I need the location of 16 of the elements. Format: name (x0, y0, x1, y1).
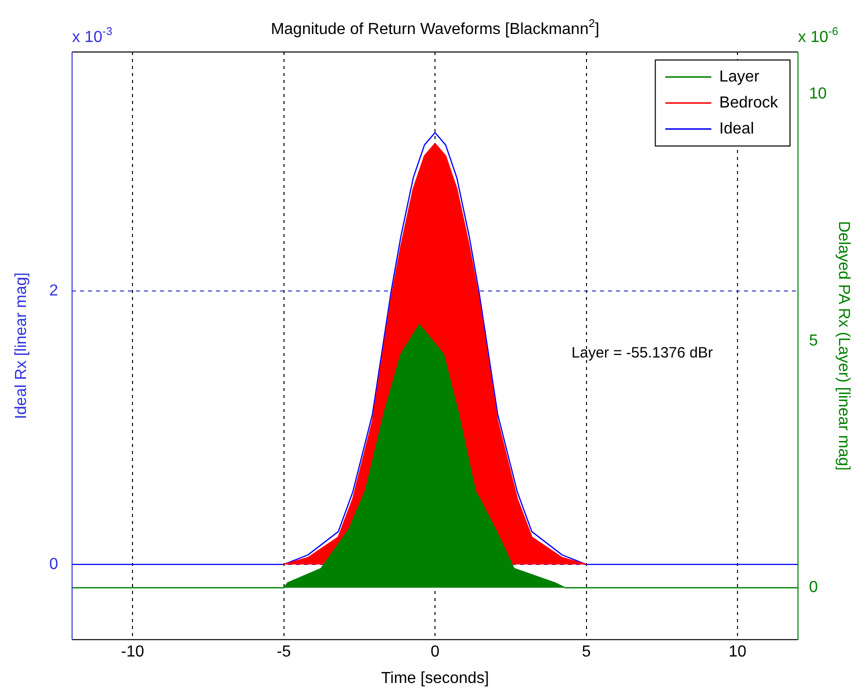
y2-tick-label: 0 (809, 579, 818, 596)
y2-tick-label: 10 (809, 85, 827, 102)
x-tick-label: -5 (276, 644, 292, 661)
y-tick-label: 2 (49, 282, 58, 300)
x-tick-label: 5 (582, 644, 591, 661)
legend-label: Bedrock (719, 94, 780, 112)
x-tick-label: 0 (430, 644, 440, 661)
y2-axis-title: Delayed PA Rx (Layer) [linear mag] (834, 221, 852, 471)
x-tick-label: 10 (728, 644, 747, 661)
y-axis-title: Ideal Rx [linear mag] (13, 272, 30, 420)
legend-label: Layer (719, 68, 760, 86)
y2-tick-label: 5 (809, 332, 818, 350)
x-tick-label: -10 (121, 644, 144, 661)
legend-label: Ideal (719, 120, 754, 138)
x-axis-title: Time [seconds] (381, 670, 489, 687)
annotation: Layer = -55.1376 dBr (572, 344, 713, 362)
